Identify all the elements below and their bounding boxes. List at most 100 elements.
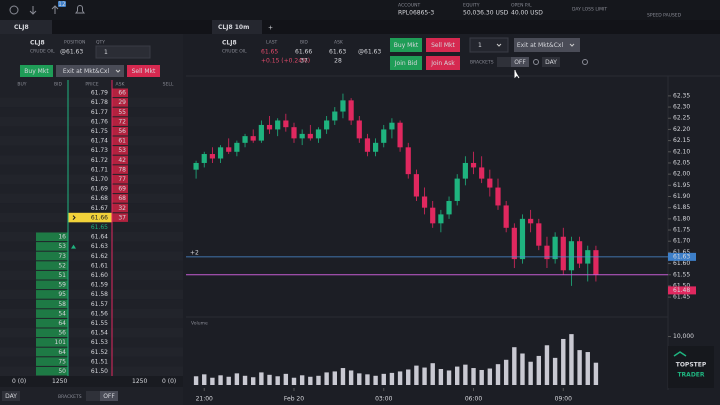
bid-cell: [36, 299, 68, 309]
buy-mkt-label[interactable]: Buy Mkt: [24, 68, 49, 75]
price-level[interactable]: 61.50: [91, 368, 108, 375]
price-level[interactable]: 61.58: [91, 291, 108, 298]
join-ask-label[interactable]: Join Ask: [430, 60, 455, 67]
menu-icon[interactable]: [9, 5, 19, 15]
price-level[interactable]: 61.65: [91, 224, 108, 231]
chart-sell-button[interactable]: [426, 38, 460, 52]
price-level[interactable]: 61.67: [91, 205, 108, 212]
volume-bar: [324, 372, 329, 385]
price-level[interactable]: 61.61: [91, 262, 108, 269]
dom-brackets-off[interactable]: [100, 391, 118, 401]
price-tag-label: 61.48: [673, 287, 690, 294]
chart-tif[interactable]: DAY: [545, 59, 557, 66]
price-level[interactable]: 61.68: [91, 195, 108, 202]
chart-tab-label[interactable]: CLJ8 10m: [218, 24, 249, 31]
chart-qty-box[interactable]: [469, 37, 509, 53]
bid-size: 64: [58, 349, 66, 356]
volume-bar: [414, 365, 419, 385]
chart-tab[interactable]: [212, 20, 262, 34]
bid-size: 16: [58, 234, 66, 241]
price-level[interactable]: 61.78: [91, 99, 108, 106]
volume-bar: [438, 369, 444, 385]
exit-caret[interactable]: [115, 69, 121, 73]
current-marker: [72, 215, 76, 220]
price-level[interactable]: 61.62: [91, 253, 108, 260]
y-tick-label: 62.25: [673, 115, 690, 122]
price-level[interactable]: 61.59: [91, 282, 108, 289]
join-ask-button[interactable]: [426, 56, 460, 70]
chart-brackets-state[interactable]: OFF: [514, 59, 526, 66]
qty[interactable]: 1: [104, 49, 108, 56]
volume-bar: [357, 373, 362, 385]
candle-body: [519, 218, 526, 260]
price-level[interactable]: 61.64: [91, 234, 108, 241]
ask-size: 53: [118, 147, 126, 154]
transfer-icons[interactable]: [29, 5, 59, 15]
dom-tab-label[interactable]: CLJ8: [14, 24, 29, 31]
volume-bar: [495, 364, 501, 385]
account[interactable]: RPL06865-3: [398, 10, 434, 17]
chart-tif-box[interactable]: [542, 57, 560, 67]
candle-body: [470, 162, 477, 168]
dom-tif-box[interactable]: [2, 391, 20, 401]
speed: SPEED PAUSED: [647, 13, 682, 19]
ask-cell: [112, 203, 128, 213]
chart-exit-button[interactable]: [514, 38, 580, 52]
price-level[interactable]: 61.66: [91, 214, 108, 221]
price-level[interactable]: 61.56: [91, 310, 108, 317]
volume-bar: [446, 370, 452, 385]
price-level[interactable]: 61.54: [91, 330, 108, 337]
price-level[interactable]: 61.73: [91, 147, 108, 154]
price-level[interactable]: 61.76: [91, 118, 108, 125]
column-header: BUY: [17, 82, 26, 88]
exit-button[interactable]: [56, 65, 124, 77]
dom-tab[interactable]: [0, 20, 52, 34]
bell-icon[interactable]: [75, 5, 85, 14]
price-level[interactable]: 61.79: [91, 90, 108, 97]
ask-cell: [112, 146, 128, 155]
chart-brackets-off[interactable]: [511, 57, 529, 67]
price-level[interactable]: 61.69: [91, 186, 108, 193]
chart-buy-label[interactable]: Buy Mkt: [394, 42, 419, 49]
ask-cell: [112, 88, 128, 98]
price-level[interactable]: 61.77: [91, 109, 108, 116]
price-level[interactable]: 61.53: [91, 339, 108, 346]
dom-tif[interactable]: DAY: [5, 393, 17, 400]
candle-body: [356, 120, 362, 139]
join-bid-button[interactable]: [390, 56, 422, 70]
dom-brackets-state[interactable]: OFF: [103, 393, 115, 400]
price-level[interactable]: 61.52: [91, 349, 108, 356]
price-level[interactable]: 61.51: [91, 358, 108, 365]
info-icon[interactable]: [533, 59, 539, 65]
volume-bar: [373, 375, 378, 385]
chart-exit-label[interactable]: Exit at Mkt&Cxl: [517, 42, 564, 49]
footer-2: 1250: [132, 378, 147, 385]
price-level[interactable]: 61.57: [91, 301, 108, 308]
settings-icon[interactable]: [582, 59, 588, 65]
qty-caret[interactable]: [496, 43, 502, 47]
price-level[interactable]: 61.75: [91, 128, 108, 135]
chart-sell-label[interactable]: Sell Mkt: [431, 42, 455, 49]
join-bid-label[interactable]: Join Bid: [394, 60, 418, 67]
exit-label[interactable]: Exit at Mkt&Cxl: [63, 68, 110, 75]
bid-cell: [36, 242, 68, 251]
price-level[interactable]: 61.55: [91, 320, 108, 327]
ladder-row: [0, 136, 183, 146]
price-level[interactable]: 61.60: [91, 272, 108, 279]
sell-mkt-button[interactable]: [127, 65, 160, 77]
sell-mkt-label[interactable]: Sell Mkt: [132, 68, 156, 75]
chart-buy-button[interactable]: [390, 38, 422, 52]
exit-caret-2[interactable]: [569, 43, 575, 47]
buy-mkt-button[interactable]: [20, 65, 53, 77]
volume-bar: [536, 355, 541, 385]
add-tab[interactable]: +: [268, 25, 273, 32]
price-level[interactable]: 61.72: [91, 157, 108, 164]
price-level[interactable]: 61.71: [91, 166, 108, 173]
price-level[interactable]: 61.63: [91, 243, 108, 250]
price-level[interactable]: 61.74: [91, 138, 108, 145]
logo-box: [668, 346, 714, 388]
qty-box[interactable]: [95, 45, 151, 59]
ladder-row: [0, 203, 183, 213]
chart-qty[interactable]: 1: [478, 42, 482, 49]
price-level[interactable]: 61.70: [91, 176, 108, 183]
